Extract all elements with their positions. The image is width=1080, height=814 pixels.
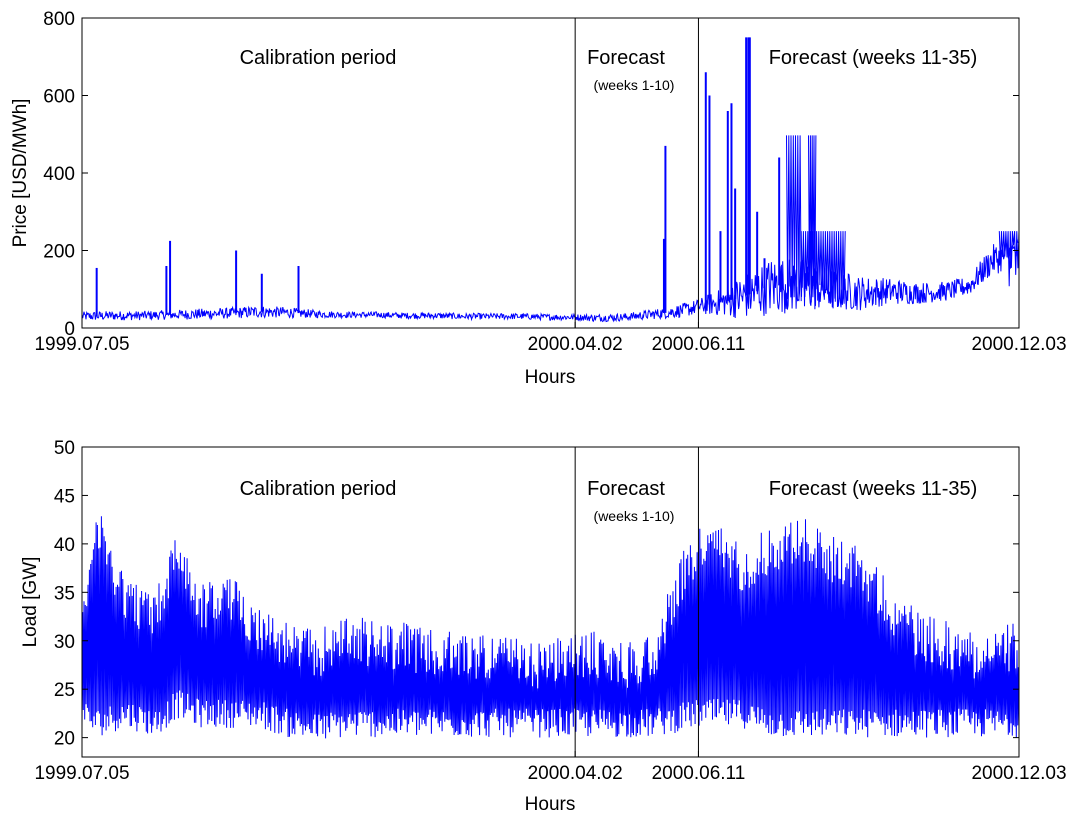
load-y-tick-label: 25: [54, 680, 75, 701]
load-y-tick-label: 20: [54, 729, 75, 750]
price-calibration-annotation: Calibration period: [240, 47, 397, 69]
load-x-tick-label: 2000.04.02: [528, 763, 623, 784]
load-series-group: [82, 516, 1019, 739]
price-x-axis-ticks: 1999.07.05 2000.04.02 2000.06.11 2000.12.03: [34, 322, 1067, 355]
price-forecast2-annotation: Forecast (weeks 11-35): [769, 47, 978, 69]
load-y-axis-label: Load [GW]: [20, 557, 41, 648]
price-x-tick-label: 2000.04.02: [528, 334, 623, 355]
price-y-axis-ticks: 0 200 400 600 800: [43, 9, 1019, 340]
price-chart-panel: 0 200 400 600 800 1999.07.05 2000.04.02 2000.0…: [10, 9, 1067, 388]
load-forecast2-annotation: Forecast (weeks 11-35): [769, 478, 978, 500]
price-forecast-weeks-annotation: (weeks 1-10): [594, 77, 675, 93]
load-y-tick-label: 30: [54, 632, 75, 653]
load-x-tick-label: 1999.07.05: [34, 763, 129, 784]
load-chart-panel: 20 25 30 35 40 45 50 1999.07.05 2000.04.02 2000.…: [20, 438, 1067, 814]
load-calibration-annotation: Calibration period: [240, 478, 397, 500]
load-y-tick-label: 45: [54, 486, 75, 507]
load-x-tick-label: 2000.06.11: [652, 763, 746, 784]
price-x-axis-label: Hours: [525, 367, 576, 388]
price-plot-area: [82, 18, 1019, 328]
load-forecast-annotation: Forecast: [587, 478, 665, 500]
price-capped-segment: [998, 231, 1019, 287]
price-y-tick-label: 600: [43, 87, 75, 108]
load-forecast-weeks-annotation: (weeks 1-10): [594, 508, 675, 524]
price-y-axis-label: Price [USD/MWh]: [10, 99, 31, 248]
load-plot-frame: [81, 446, 1020, 758]
price-x-tick-label: 2000.12.03: [971, 334, 1066, 355]
load-y-tick-label: 40: [54, 535, 75, 556]
load-series-line: [82, 516, 1019, 739]
price-forecast-annotation: Forecast: [587, 47, 665, 69]
load-y-axis-ticks: 20 25 30 35 40 45 50: [54, 438, 1019, 750]
price-y-tick-label: 400: [43, 164, 75, 185]
price-y-tick-label: 0: [64, 319, 75, 340]
price-y-tick-label: 800: [43, 9, 75, 30]
price-series-line: [82, 238, 1019, 323]
price-series-group: [82, 37, 1019, 323]
load-y-tick-label: 35: [54, 583, 75, 604]
price-capped-segment: [786, 135, 802, 302]
load-x-axis-ticks: 1999.07.05 2000.04.02 2000.06.11 2000.12.03: [34, 751, 1067, 784]
load-y-tick-label: 50: [54, 438, 75, 459]
price-capped-segment: [800, 231, 846, 309]
price-x-tick-label: 1999.07.05: [34, 334, 129, 355]
load-x-tick-label: 2000.12.03: [971, 763, 1066, 784]
price-y-tick-label: 200: [43, 242, 75, 263]
load-x-axis-label: Hours: [525, 794, 576, 814]
price-x-tick-label: 2000.06.11: [652, 334, 746, 355]
